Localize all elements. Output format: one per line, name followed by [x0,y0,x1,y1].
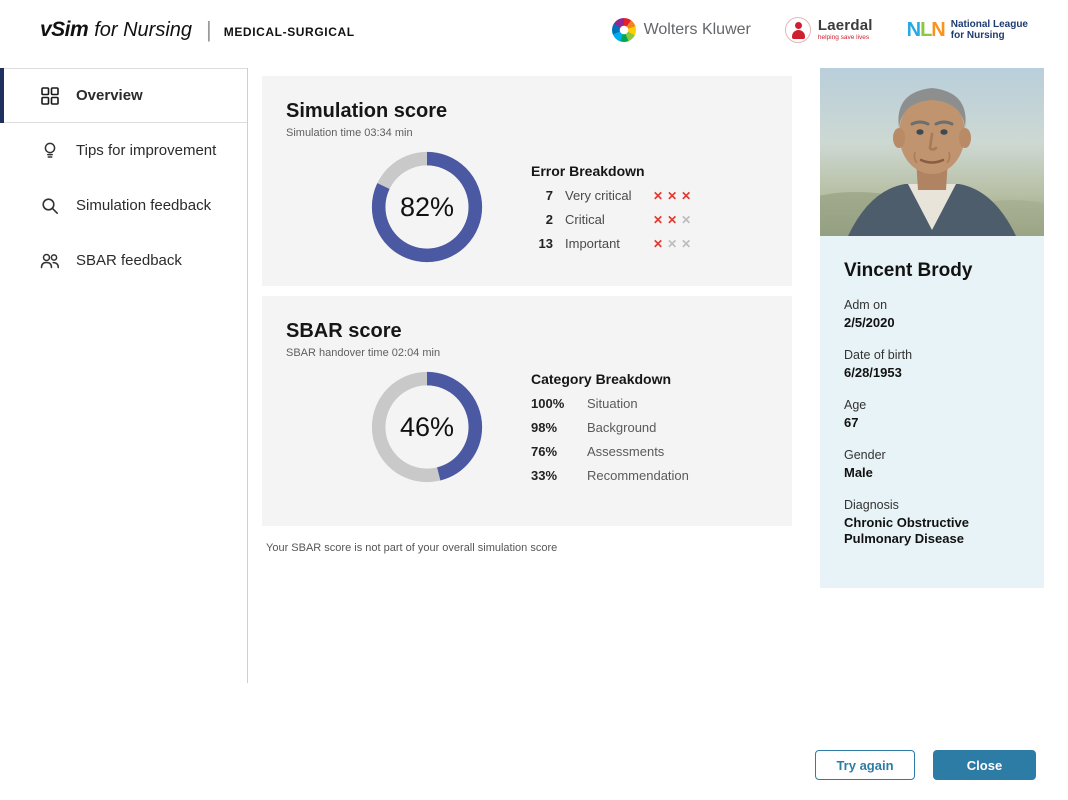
simulation-score-donut: 82% [369,149,485,265]
category-label: Recommendation [587,468,689,483]
sbar-score-value: 46% [399,411,455,442]
category-percent: 33% [531,468,558,483]
simulation-time: Simulation time 03:34 min [286,127,413,139]
x-mark-icon: ✕ [653,236,664,251]
laerdal-tagline: helping save lives [817,33,870,41]
people-icon [40,251,60,271]
error-row-critical: 2 Critical ✕ ✕ ✕ [531,212,691,227]
category-percent: 98% [531,420,558,435]
error-row-very-critical: 7 Very critical ✕ ✕ ✕ [531,188,691,203]
brand-divider: | [206,17,212,42]
field-value: Male [844,464,873,480]
x-mark-icon: ✕ [667,212,678,227]
x-mark-icon: ✕ [667,236,678,251]
field-label: Age [844,397,867,412]
field-value: 6/28/1953 [844,364,902,380]
wolters-kluwer-logo: Wolters Kluwer [611,18,751,42]
sidebar-item-label: Tips for improvement [76,142,217,159]
field-label: Adm on [844,298,888,312]
error-label: Important [565,236,620,251]
laerdal-logo: Laerdal helping save lives [784,17,873,43]
field-label: Date of birth [844,347,913,362]
brand-vsim: vSim [40,18,89,41]
category-label: Assessments [587,444,665,459]
sidebar-item-sbar-feedback[interactable]: SBAR feedback [0,233,247,288]
nln-label-line1: National League [950,18,1028,30]
x-mark-icon: ✕ [681,236,692,251]
category-row-assessments: 76% Assessments [531,444,689,459]
sbar-handover-time: SBAR handover time 02:04 min [286,347,441,359]
sbar-score-note: Your SBAR score is not part of your over… [266,542,558,554]
magnifier-icon [40,196,60,216]
patient-field-admitted: Adm on 2/5/2020 [844,298,1020,332]
error-row-important: 13 Important ✕ ✕ ✕ [531,236,692,251]
sidebar-item-label: Simulation feedback [76,197,212,214]
patient-field-diagnosis: Diagnosis Chronic Obstructive Pulmonary … [844,498,1020,549]
category-label: Background [587,420,657,435]
try-again-button[interactable]: Try again [815,750,915,780]
laerdal-emblem-icon [784,17,811,43]
partner-logos: Wolters Kluwer Laerdal helping save live… [611,0,1028,60]
wolters-kluwer-pinwheel-icon [611,18,636,42]
wolters-kluwer-label: Wolters Kluwer [643,21,751,38]
sidebar-item-tips[interactable]: Tips for improvement [0,123,247,178]
grid-icon [40,86,60,106]
sbar-score-donut: 46% [369,369,485,485]
brand-for-nursing: for Nursing [94,18,193,41]
error-label: Very critical [565,188,632,203]
sidebar-item-overview[interactable]: Overview [0,68,247,123]
x-mark-icon: ✕ [681,212,692,227]
patient-name: Vincent Brody [844,260,973,281]
error-count: 2 [545,212,553,227]
patient-info-panel: Vincent Brody Adm on 2/5/2020 Date of bi… [820,236,1044,588]
simulation-score-title: Simulation score [286,100,448,122]
field-value: 67 [844,414,859,430]
patient-photo [820,68,1044,236]
x-mark-icon: ✕ [667,188,678,203]
severity-x-icons: ✕ ✕ ✕ [649,213,691,227]
laerdal-label: Laerdal [817,17,873,35]
nln-logo: NLN National League for Nursing [907,19,1028,42]
category-breakdown: Category Breakdown 100% Situation 98% Ba… [531,371,689,483]
patient-field-dob: Date of birth 6/28/1953 [844,348,1020,382]
patient-field-age: Age 67 [844,398,1020,432]
severity-x-icons: ✕ ✕ ✕ [649,189,691,203]
category-row-recommendation: 33% Recommendation [531,468,689,483]
error-breakdown-title: Error Breakdown [531,163,645,179]
error-count: 7 [545,188,553,203]
category-row-situation: 100% Situation [531,396,689,411]
x-mark-icon: ✕ [653,188,664,203]
field-label: Gender [844,447,886,462]
patient-field-gender: Gender Male [844,448,1020,482]
category-percent: 100% [531,396,565,411]
close-button[interactable]: Close [933,750,1036,780]
sbar-score-card: SBAR score SBAR handover time 02:04 min … [262,296,792,526]
app-brand: vSim for Nursing | MEDICAL-SURGICAL [40,17,355,43]
error-breakdown: Error Breakdown 7 Very critical ✕ ✕ ✕ 2 Cr… [531,163,691,251]
field-value: Chronic Obstructive Pulmonary Disease [844,514,969,547]
sbar-score-title: SBAR score [286,320,402,342]
error-count: 13 [538,236,553,251]
severity-x-icons: ✕ ✕ ✕ [649,237,691,251]
sidebar-nav: Overview Tips for improvement Simulation… [0,68,248,683]
nln-mark-icon: NLN [906,18,946,41]
category-breakdown-title: Category Breakdown [531,371,672,387]
field-label: Diagnosis [844,497,899,512]
sidebar-item-label: SBAR feedback [76,252,182,269]
category-percent: 76% [531,444,558,459]
app-header: vSim for Nursing | MEDICAL-SURGICAL Wolt… [0,0,1068,60]
nln-label-line2: for Nursing [950,30,1005,41]
x-mark-icon: ✕ [681,188,692,203]
category-row-background: 98% Background [531,420,689,435]
field-value: 2/5/2020 [844,315,895,330]
lightbulb-icon [40,141,60,161]
category-label: Situation [587,396,638,411]
error-label: Critical [565,212,605,227]
sidebar-item-simulation-feedback[interactable]: Simulation feedback [0,178,247,233]
simulation-score-value: 82% [399,191,455,222]
brand-category: MEDICAL-SURGICAL [223,24,355,39]
sidebar-item-label: Overview [76,87,143,104]
simulation-score-card: Simulation score Simulation time 03:34 m… [262,76,792,286]
x-mark-icon: ✕ [653,212,664,227]
